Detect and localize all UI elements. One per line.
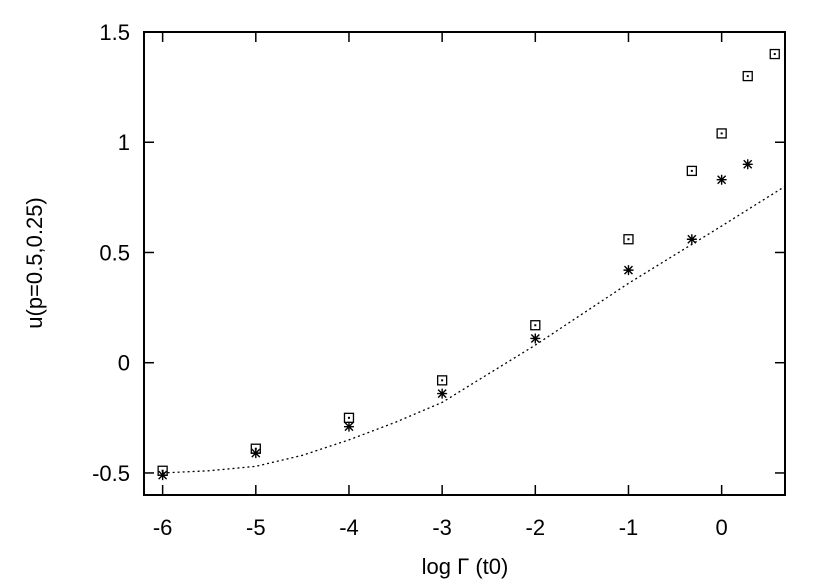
star-point: [437, 388, 448, 399]
marker-box: [742, 70, 753, 82]
square-point: [343, 412, 355, 423]
marker-dot: [441, 379, 444, 382]
marker-dot: [690, 169, 693, 172]
fit-curve: [162, 185, 786, 474]
marker-star: [343, 421, 354, 432]
y-tick-label: 0.5: [99, 240, 130, 265]
x-tick-label: -4: [339, 515, 359, 540]
star-point: [686, 234, 697, 245]
marker-box: [769, 48, 780, 60]
marker-star: [686, 234, 697, 245]
marker-dot: [347, 416, 350, 419]
x-tick-label: -5: [246, 515, 266, 540]
x-tick-label: -2: [526, 515, 546, 540]
marker-box: [530, 320, 541, 331]
square-point: [436, 375, 448, 386]
marker-box: [623, 234, 634, 245]
y-axis-label: u(p=0.5,0.25): [22, 197, 47, 328]
y-tick-label: 1: [118, 130, 130, 155]
marker-box: [686, 165, 697, 177]
star-point: [742, 159, 753, 170]
marker-star: [157, 470, 168, 481]
star-point: [530, 333, 541, 344]
x-tick-label: -6: [153, 515, 173, 540]
square-point: [686, 165, 697, 177]
star-point: [250, 448, 261, 459]
marker-box: [436, 375, 448, 386]
x-tick-label: -3: [432, 515, 452, 540]
square-point: [716, 128, 727, 139]
marker-star: [742, 159, 753, 170]
marker-dot: [773, 53, 776, 56]
star-point: [343, 421, 354, 432]
star-point: [157, 470, 168, 481]
plot-frame: [143, 31, 786, 496]
marker-star: [250, 448, 261, 459]
square-point: [769, 48, 780, 60]
marker-dot: [534, 324, 537, 327]
star-point: [716, 174, 727, 185]
star-point: [623, 265, 634, 276]
marker-box: [716, 128, 727, 139]
y-tick-label: 1.5: [99, 20, 130, 45]
square-point: [530, 320, 541, 331]
square-point: [623, 234, 634, 245]
marker-dot: [627, 238, 630, 241]
marker-dot: [720, 132, 723, 135]
marker-star: [716, 174, 727, 185]
square-point: [742, 70, 753, 82]
y-tick-label: -0.5: [92, 461, 130, 486]
marker-star: [437, 388, 448, 399]
y-tick-label: 0: [118, 351, 130, 376]
x-tick-label: -1: [619, 515, 639, 540]
x-axis-label: log Γ (t0): [422, 554, 509, 579]
marker-star: [623, 265, 634, 276]
marker-star: [530, 333, 541, 344]
x-tick-label: 0: [716, 515, 728, 540]
marker-dot: [746, 75, 749, 78]
